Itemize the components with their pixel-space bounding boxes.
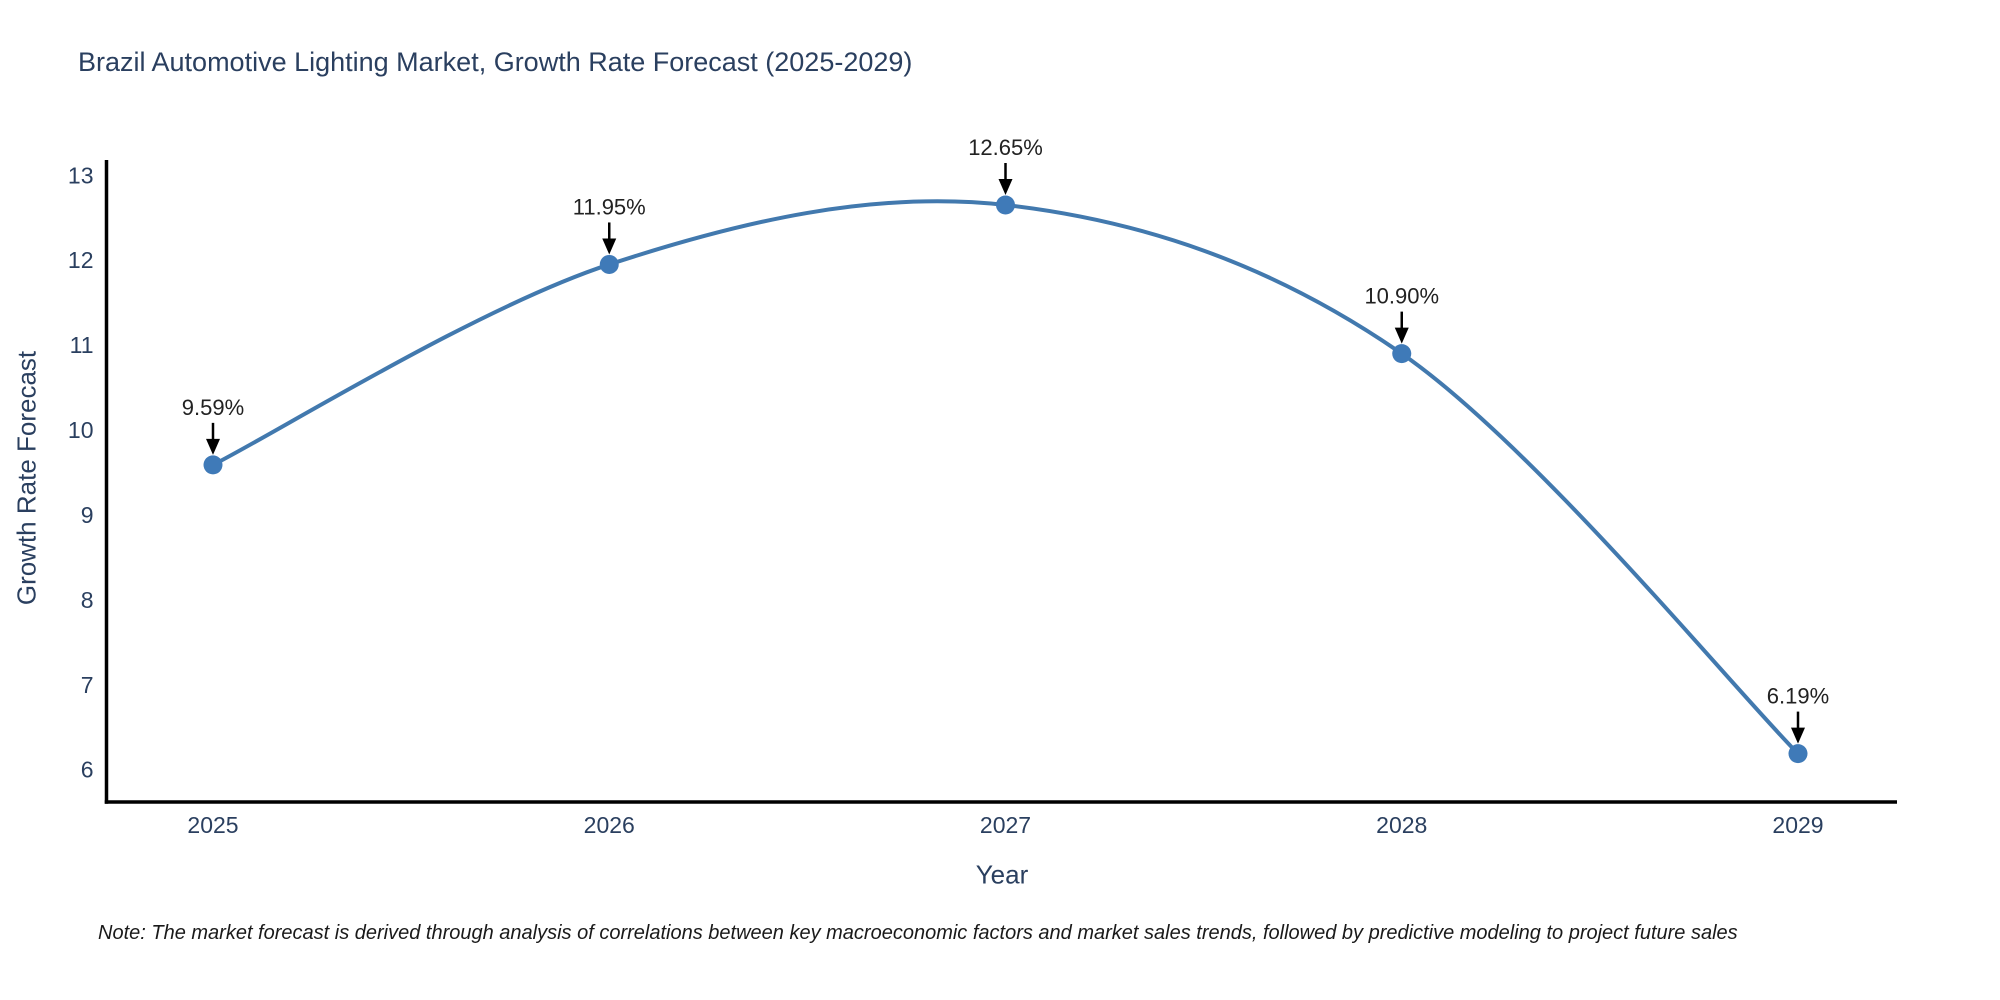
data-point-label: 12.65% — [968, 135, 1043, 160]
series-line — [211, 199, 1800, 756]
annotation-arrowhead-icon — [206, 438, 220, 455]
data-point-marker — [203, 455, 223, 475]
annotation-arrowhead-icon — [1791, 727, 1805, 744]
y-tick-label: 8 — [81, 587, 94, 613]
y-tick-label: 10 — [68, 417, 94, 443]
annotation-arrowhead-icon — [602, 238, 617, 255]
y-tick-label: 9 — [81, 502, 94, 528]
x-tick-label: 2029 — [1772, 812, 1823, 838]
data-point-label: 9.59% — [182, 395, 244, 420]
y-tick-label: 13 — [68, 162, 94, 188]
y-tick-label: 7 — [81, 672, 94, 698]
x-tick-label: 2028 — [1376, 812, 1427, 838]
x-tick-label: 2027 — [980, 812, 1031, 838]
y-tick-label: 11 — [70, 332, 94, 358]
chart-title: Brazil Automotive Lighting Market, Growt… — [78, 47, 913, 77]
data-point-marker — [996, 195, 1015, 215]
data-point-label: 10.90% — [1364, 284, 1439, 309]
x-axis-title: Year — [975, 859, 1029, 890]
x-tick-label: 2026 — [584, 812, 635, 838]
y-tick-label: 12 — [68, 247, 94, 273]
x-tick-label: 2025 — [187, 812, 238, 838]
data-point-marker — [1392, 344, 1412, 364]
footnote: Note: The market forecast is derived thr… — [98, 922, 1738, 944]
y-axis-title: Growth Rate Forecast — [11, 350, 42, 606]
annotation-arrowhead-icon — [998, 179, 1013, 196]
data-point-marker — [1788, 744, 1808, 764]
y-tick-label: 6 — [81, 757, 94, 783]
data-point-marker — [599, 254, 619, 274]
data-point-label: 11.95% — [573, 194, 646, 219]
data-point-label: 6.19% — [1767, 684, 1829, 709]
annotation-arrowhead-icon — [1394, 327, 1409, 344]
